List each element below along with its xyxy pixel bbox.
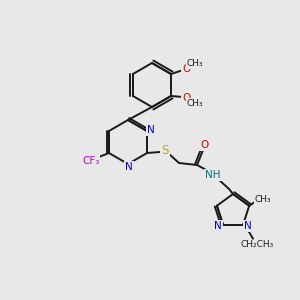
Text: NH: NH [205, 170, 221, 180]
Text: N: N [125, 162, 133, 172]
Text: O: O [182, 93, 190, 103]
Text: S: S [161, 145, 169, 158]
Text: CH₃: CH₃ [187, 98, 203, 107]
Text: CH₃: CH₃ [255, 195, 272, 204]
Text: N: N [147, 125, 155, 135]
Text: CF₃: CF₃ [82, 156, 100, 166]
Text: N: N [244, 221, 252, 231]
Text: CH₂CH₃: CH₂CH₃ [240, 240, 274, 249]
Text: O: O [200, 140, 208, 150]
Text: N: N [214, 221, 222, 231]
Text: O: O [182, 64, 190, 74]
Text: CH₃: CH₃ [187, 59, 203, 68]
